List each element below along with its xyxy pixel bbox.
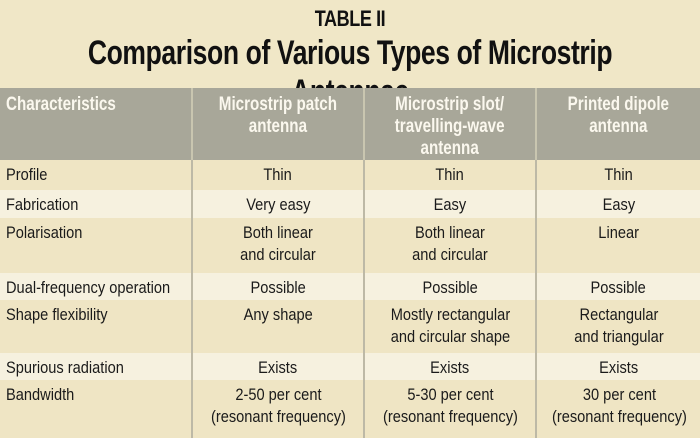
cell-text: Fabrication [6, 195, 79, 214]
header-row: Characteristics Microstrip patch antenna … [0, 88, 700, 160]
cell-characteristic: Polarisation [0, 218, 192, 273]
cell-line: and triangular [573, 327, 664, 346]
cell-line: Any shape [243, 305, 313, 324]
cell-line: Thin [435, 165, 465, 184]
header-line: Microstrip slot/ [395, 94, 505, 115]
cell-characteristic: Bandwidth [0, 380, 192, 438]
cell-patch: Possible [191, 273, 364, 300]
cell-text: Spurious radiation [6, 358, 124, 377]
cell-line: Linear [598, 223, 639, 242]
header-line: travelling-wave [395, 116, 505, 137]
comparison-table: Characteristics Microstrip patch antenna … [0, 88, 700, 438]
cell-slot: Possible [363, 273, 536, 300]
cell-text: Bandwidth [6, 385, 75, 404]
header-line: antenna [420, 138, 480, 159]
table-row-profile: Profile Thin Thin Thin [0, 160, 700, 190]
table-number: TABLE II [314, 6, 386, 31]
header-line: antenna [589, 116, 648, 137]
table-row-spurious-radiation: Spurious radiation Exists Exists Exists [0, 353, 700, 380]
table-row-shape-flexibility: Shape flexibility Any shape Mostly recta… [0, 300, 700, 353]
cell-slot: Easy [363, 190, 536, 218]
table-row-dual-frequency: Dual-frequency operation Possible Possib… [0, 273, 700, 300]
cell-line: Thin [263, 165, 293, 184]
cell-line: Thin [604, 165, 633, 184]
cell-line: and circular [412, 245, 488, 264]
cell-line: (resonant frequency) [382, 407, 518, 426]
cell-line: Exists [258, 358, 298, 377]
header-line: Printed dipole [567, 94, 670, 115]
cell-line: Exists [430, 358, 470, 377]
cell-line: Very easy [245, 195, 311, 214]
cell-line: 30 per cent [582, 385, 657, 404]
cell-line: and circular [240, 245, 316, 264]
cell-line: (resonant frequency) [551, 407, 687, 426]
cell-line: and circular shape [390, 327, 510, 346]
cell-dipole: Rectangular and triangular [535, 300, 700, 353]
header-line: antenna [248, 116, 308, 137]
table-row-polarisation: Polarisation Both linear and circular Bot… [0, 218, 700, 273]
cell-text: Profile [6, 165, 48, 184]
cell-line: Rectangular [579, 305, 658, 324]
cell-dipole: 30 per cent (resonant frequency) [535, 380, 700, 438]
cell-slot: Exists [363, 353, 536, 380]
cell-patch: 2-50 per cent (resonant frequency) [191, 380, 364, 438]
cell-patch: Exists [191, 353, 364, 380]
cell-slot: 5-30 per cent (resonant frequency) [363, 380, 536, 438]
header-microstrip-slot: Microstrip slot/travelling-wave antenna [363, 88, 536, 160]
cell-slot: Thin [363, 160, 536, 190]
cell-dipole: Possible [535, 273, 700, 300]
cell-text: Dual-frequency operation [6, 278, 171, 297]
cell-characteristic: Fabrication [0, 190, 192, 218]
cell-dipole: Easy [535, 190, 700, 218]
cell-line: Both linear [243, 223, 313, 242]
cell-patch: Any shape [191, 300, 364, 353]
cell-dipole: Linear [535, 218, 700, 273]
cell-line: Exists [599, 358, 638, 377]
cell-line: Possible [250, 278, 306, 297]
header-characteristics: Characteristics [0, 88, 192, 160]
cell-line: (resonant frequency) [210, 407, 346, 426]
cell-line: Mostly rectangular [390, 305, 510, 324]
cell-patch: Both linear and circular [191, 218, 364, 273]
header-microstrip-patch: Microstrip patch antenna [191, 88, 364, 160]
cell-characteristic: Profile [0, 160, 192, 190]
header-line: Characteristics [6, 94, 116, 115]
table-row-fabrication: Fabrication Very easy Easy Easy [0, 190, 700, 218]
header-line: Microstrip patch [218, 94, 338, 115]
cell-line: 5-30 per cent [406, 385, 494, 404]
table-title-block: TABLE II Comparison of Various Types of … [0, 0, 700, 111]
cell-patch: Thin [191, 160, 364, 190]
cell-characteristic: Spurious radiation [0, 353, 192, 380]
cell-dipole: Exists [535, 353, 700, 380]
cell-slot: Both linear and circular [363, 218, 536, 273]
cell-line: Easy [602, 195, 635, 214]
cell-text: Shape flexibility [6, 305, 108, 324]
cell-text: Polarisation [6, 223, 83, 242]
cell-dipole: Thin [535, 160, 700, 190]
cell-line: 2-50 per cent [234, 385, 322, 404]
cell-line: Both linear [415, 223, 485, 242]
cell-line: Possible [422, 278, 478, 297]
cell-line: Easy [433, 195, 467, 214]
cell-characteristic: Dual-frequency operation [0, 273, 192, 300]
table-row-bandwidth: Bandwidth 2-50 per cent (resonant frequen… [0, 380, 700, 438]
cell-line: Possible [590, 278, 647, 297]
cell-slot: Mostly rectangular and circular shape [363, 300, 536, 353]
header-printed-dipole: Printed dipole antenna [535, 88, 700, 160]
cell-characteristic: Shape flexibility [0, 300, 192, 353]
cell-patch: Very easy [191, 190, 364, 218]
